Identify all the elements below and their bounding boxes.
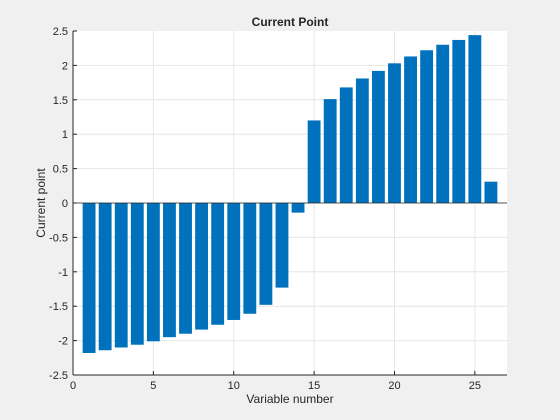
- bar: [420, 50, 434, 203]
- bar: [291, 203, 305, 213]
- y-tick-label: -2: [58, 336, 68, 348]
- y-tick-label: -1.5: [49, 301, 68, 313]
- bar: [130, 203, 144, 345]
- bars: [82, 35, 498, 353]
- bar: [114, 203, 128, 348]
- bar: [468, 35, 482, 204]
- y-axis-label: Current point: [34, 168, 48, 238]
- bar: [146, 203, 160, 342]
- y-tick-label: 0.5: [53, 164, 68, 176]
- x-tick-label: 15: [308, 380, 320, 392]
- y-tick-label: 2.5: [53, 26, 68, 38]
- x-tick-label: 10: [228, 380, 240, 392]
- bar: [404, 56, 417, 204]
- y-tick-label: 2: [62, 60, 68, 72]
- bar: [243, 203, 257, 314]
- tick-labels: 0 5 10 15 20 25 -2.5 -2 -1.5 -1 -0.5 0 0.5 1 1.5 2 2.5: [49, 26, 481, 392]
- bar: [227, 203, 241, 320]
- x-tick-label: 20: [388, 380, 400, 392]
- bar: [323, 99, 337, 203]
- bar: [211, 203, 225, 325]
- y-tick-label: 1.5: [53, 95, 68, 107]
- x-axis-label: Variable number: [246, 392, 333, 406]
- bar: [98, 203, 112, 351]
- y-tick-label: -1: [58, 267, 68, 279]
- bar: [355, 78, 369, 203]
- bar: [275, 203, 289, 288]
- y-tick-label: -0.5: [49, 232, 68, 244]
- bar: [163, 203, 176, 338]
- x-tick-label: 25: [469, 380, 481, 392]
- bar: [307, 120, 321, 203]
- bar: [484, 181, 498, 203]
- bar: [179, 203, 192, 334]
- x-tick-label: 5: [150, 380, 156, 392]
- x-tick-label: 0: [70, 380, 76, 392]
- bar: [388, 63, 401, 203]
- bar: [371, 70, 385, 204]
- bar: [436, 44, 450, 204]
- bar: [339, 87, 353, 203]
- y-tick-label: 1: [62, 129, 68, 141]
- chart-title: Current Point: [252, 15, 329, 29]
- y-tick-label: 0: [62, 198, 68, 210]
- bar: [452, 39, 466, 203]
- bar: [259, 203, 273, 305]
- bar: [195, 203, 209, 330]
- y-tick-label: -2.5: [49, 370, 68, 382]
- bar: [82, 203, 96, 353]
